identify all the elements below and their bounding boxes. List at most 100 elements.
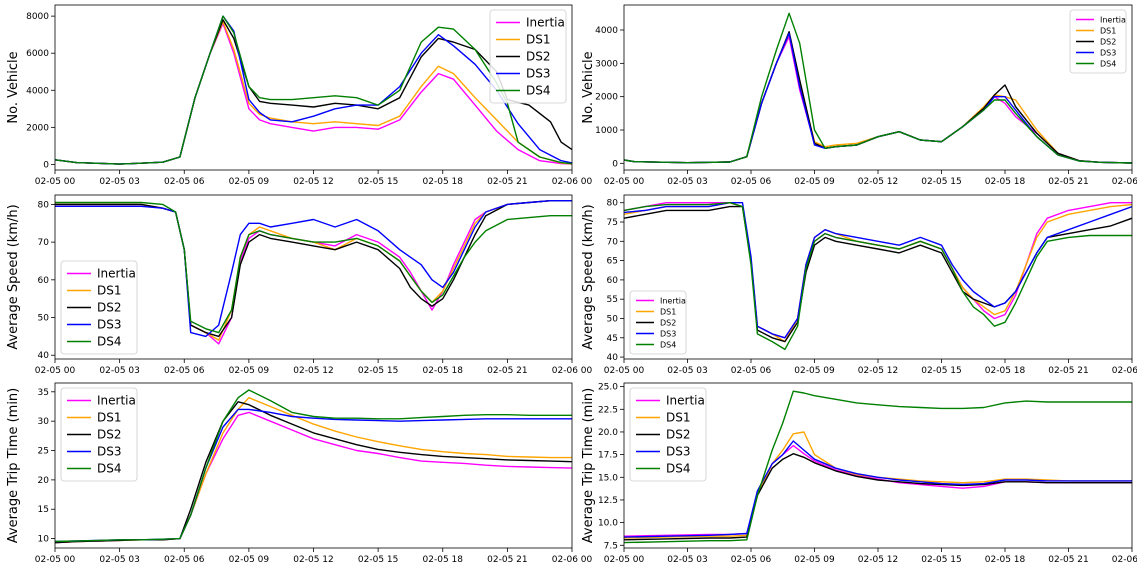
x-tick-label: 02-05 21 xyxy=(487,555,527,565)
series-line-ds3 xyxy=(624,201,1132,339)
legend-box xyxy=(60,260,138,355)
x-tick-label: 02-05 00 xyxy=(604,366,645,376)
legend-label-ds4: DS4 xyxy=(666,462,691,476)
legend-box xyxy=(60,387,138,482)
x-tick-label: 02-05 09 xyxy=(794,177,835,187)
series-line-inertia xyxy=(624,201,1132,339)
legend: Inertia DS1 DS2 DS3 DS4 xyxy=(629,387,707,482)
chart-top-left: 02-05 00 02-05 03 02-05 06 02-05 09 02-05 12… xyxy=(6,4,593,187)
legend-label-inertia: Inertia xyxy=(660,296,686,305)
x-tick-label: 02-05 18 xyxy=(985,555,1026,565)
legend-label-inertia: Inertia xyxy=(97,394,136,408)
legend-label-ds4: DS4 xyxy=(660,340,676,349)
y-tick-label: 2000 xyxy=(26,123,49,133)
y-axis-label: Average Trip Time (min) xyxy=(581,388,596,544)
x-tick-label: 02-05 09 xyxy=(229,366,270,376)
chart-top-right: 02-05 00 02-05 03 02-05 06 02-05 09 02-05 12… xyxy=(581,4,1137,187)
y-axis-label: No. Vehicle xyxy=(581,51,596,123)
y-tick-label: 10.0 xyxy=(598,519,618,529)
x-tick-label: 02-05 06 xyxy=(731,177,772,187)
legend-label-ds3: DS3 xyxy=(97,445,122,459)
y-tick-label: 20.0 xyxy=(598,428,618,438)
x-tick-label: 02-05 21 xyxy=(1048,366,1088,376)
y-tick-label: 80 xyxy=(38,200,50,210)
legend-label-inertia: Inertia xyxy=(666,394,705,408)
legend-label-inertia: Inertia xyxy=(97,267,136,281)
legend-label-ds2: DS2 xyxy=(97,428,122,442)
legend-label-inertia: Inertia xyxy=(1100,15,1126,24)
x-tick-label: 02-05 03 xyxy=(667,555,707,565)
chart-bottom-right: 02-05 00 02-05 03 02-05 06 02-05 09 02-05 12… xyxy=(581,382,1137,565)
x-tick-label: 02-05 03 xyxy=(99,555,139,565)
y-tick-label: 12.5 xyxy=(598,496,618,506)
series-line-ds4 xyxy=(624,12,1132,164)
y-tick-label: 1000 xyxy=(595,126,618,136)
x-tick-label: 02-06 00 xyxy=(552,555,593,565)
y-tick-label: 20 xyxy=(38,476,50,486)
legend-label-ds1: DS1 xyxy=(97,284,122,298)
x-tick-label: 02-05 00 xyxy=(35,177,76,187)
series-line-ds3 xyxy=(55,199,572,338)
y-tick-label: 7.5 xyxy=(604,541,618,551)
y-tick-label: 25 xyxy=(38,447,49,457)
x-tick-label: 02-06 00 xyxy=(1112,177,1137,187)
legend-label-ds1: DS1 xyxy=(97,411,122,425)
y-tick-label: 45 xyxy=(607,334,618,344)
legend-label-ds4: DS4 xyxy=(526,84,551,98)
x-tick-label: 02-05 00 xyxy=(35,366,76,376)
x-tick-label: 02-05 15 xyxy=(358,366,398,376)
series-group xyxy=(624,201,1132,351)
x-tick-label: 02-05 18 xyxy=(985,177,1026,187)
x-tick-label: 02-06 00 xyxy=(1112,366,1137,376)
x-tick-label: 02-05 21 xyxy=(1048,177,1088,187)
y-axis-label: Average Speed (km/h) xyxy=(581,204,596,349)
legend-label-ds1: DS1 xyxy=(660,307,676,316)
legend-label-ds4: DS4 xyxy=(1100,59,1116,68)
legend-label-ds3: DS3 xyxy=(660,329,676,338)
y-tick-label: 4000 xyxy=(595,26,618,36)
x-tick-label: 02-05 21 xyxy=(487,177,527,187)
x-tick-label: 02-05 18 xyxy=(423,555,464,565)
series-line-ds3 xyxy=(624,440,1132,538)
x-tick-label: 02-06 00 xyxy=(552,177,593,187)
x-tick-label: 02-05 06 xyxy=(164,366,205,376)
series-group xyxy=(55,199,572,345)
x-tick-label: 02-05 12 xyxy=(858,366,898,376)
y-tick-label: 0 xyxy=(43,160,49,170)
x-tick-label: 02-05 12 xyxy=(293,555,333,565)
legend-label-ds4: DS4 xyxy=(97,462,122,476)
x-tick-label: 02-05 06 xyxy=(731,555,772,565)
x-tick-label: 02-05 21 xyxy=(487,366,527,376)
x-tick-label: 02-05 03 xyxy=(667,177,707,187)
y-tick-label: 10 xyxy=(38,535,50,545)
y-tick-label: 2000 xyxy=(595,93,618,103)
series-group xyxy=(55,389,572,544)
y-tick-label: 60 xyxy=(607,276,619,286)
legend: Inertia DS1 DS2 DS3 DS4 xyxy=(489,9,567,104)
x-tick-label: 02-05 09 xyxy=(794,366,835,376)
y-tick-label: 60 xyxy=(38,276,50,286)
chart-middle-right: 02-05 00 02-05 03 02-05 06 02-05 09 02-05 12… xyxy=(581,194,1137,376)
legend-label-ds3: DS3 xyxy=(526,67,551,81)
x-tick-label: 02-05 09 xyxy=(229,555,270,565)
legend-box xyxy=(629,387,707,482)
series-line-ds2 xyxy=(624,205,1132,343)
x-tick-label: 02-05 12 xyxy=(293,177,333,187)
x-tick-label: 02-05 18 xyxy=(423,366,464,376)
legend-box xyxy=(1069,9,1127,74)
series-line-ds2 xyxy=(624,31,1132,164)
x-tick-label: 02-06 00 xyxy=(552,366,593,376)
x-tick-label: 02-05 00 xyxy=(604,555,645,565)
x-tick-label: 02-05 18 xyxy=(985,366,1026,376)
y-tick-label: 4000 xyxy=(26,86,49,96)
y-tick-label: 50 xyxy=(38,314,50,324)
x-tick-label: 02-05 15 xyxy=(921,555,961,565)
legend-label-inertia: Inertia xyxy=(526,16,565,30)
plot-frame xyxy=(623,4,1133,171)
y-tick-label: 15.0 xyxy=(598,473,618,483)
x-tick-label: 02-05 00 xyxy=(35,555,76,565)
legend: Inertia DS1 DS2 DS3 DS4 xyxy=(60,387,138,482)
x-tick-label: 02-05 06 xyxy=(164,177,205,187)
y-tick-label: 25.0 xyxy=(598,383,618,393)
